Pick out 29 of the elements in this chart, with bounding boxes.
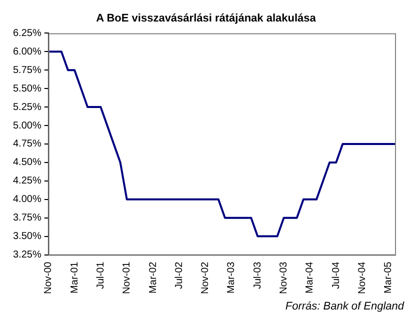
x-tick-label: Nov-00 (43, 261, 54, 294)
text: Forrás: Bank of England (285, 300, 405, 313)
x-tick-label: Mar-03 (226, 261, 238, 294)
y-tick-label: 4.25% (12, 176, 42, 187)
x-tick-label: Mar-01 (69, 261, 80, 294)
x-tick-label: Jul-04 (330, 261, 342, 290)
y-tick-label: 5.50% (12, 83, 42, 94)
y-tick-label: 3.50% (12, 231, 42, 242)
x-tick-label: Mar-04 (304, 261, 316, 294)
y-tick-label: 4.50% (12, 157, 42, 168)
y-tick-label: 4.00% (12, 194, 42, 206)
y-tick-label: 3.25% (12, 250, 42, 261)
y-tick-label: 6.00% (12, 46, 42, 58)
y-tick-label: 3.75% (12, 212, 42, 224)
y-tick-label: 5.75% (12, 64, 42, 76)
x-tick-label: Mar-02 (148, 261, 159, 294)
x-tick-label: Nov-03 (278, 261, 290, 294)
y-tick-label: 5.25% (12, 102, 42, 113)
y-tick-label: 6.25% (12, 28, 42, 39)
x-tick-label: Jul-01 (95, 261, 106, 290)
x-tick-label: Nov-01 (122, 261, 133, 294)
x-tick-label: Jul-02 (174, 261, 185, 290)
x-tick-label: Mar-05 (383, 261, 394, 294)
y-tick-label: 4.75% (12, 138, 42, 150)
x-tick-label: Nov-04 (357, 261, 368, 294)
x-tick-label: Nov-02 (200, 261, 212, 294)
y-tick-label: 5.00% (12, 120, 42, 132)
chart-title: A BoE visszavásárlási rátájának alakulása (96, 12, 317, 25)
x-tick-label: Jul-03 (252, 261, 264, 290)
